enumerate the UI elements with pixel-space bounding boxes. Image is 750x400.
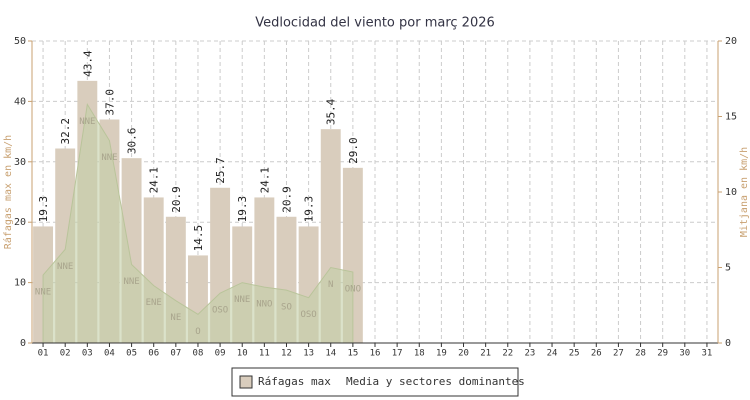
y-tick-label: 40 [14, 96, 26, 107]
x-tick-label: 04 [104, 349, 115, 359]
value-label: 19.3 [236, 196, 249, 223]
direction-label: OSO [300, 310, 316, 320]
value-label: 19.3 [37, 196, 50, 223]
x-tick-label: 23 [524, 349, 535, 359]
y-tick-label: 20 [14, 217, 26, 228]
x-tick-label: 31 [702, 349, 713, 359]
direction-label: O [195, 327, 200, 337]
y-tick-label: 10 [14, 278, 26, 289]
value-label: 14.5 [192, 225, 205, 252]
x-tick-label: 09 [215, 349, 226, 359]
x-tick-label: 11 [259, 349, 270, 359]
direction-label: ONO [345, 285, 361, 295]
value-label: 35.4 [325, 98, 338, 125]
direction-label: NE [170, 313, 181, 323]
x-tick-label: 06 [148, 349, 159, 359]
direction-label: OSO [212, 306, 228, 316]
x-tick-label: 18 [414, 349, 425, 359]
y2-tick-label: 0 [725, 338, 731, 349]
x-tick-label: 27 [613, 349, 624, 359]
direction-label: N [328, 280, 333, 290]
x-tick-label: 30 [679, 349, 690, 359]
x-tick-label: 05 [126, 349, 137, 359]
x-tick-label: 16 [370, 349, 381, 359]
direction-label: NNE [57, 262, 73, 272]
value-label: 29.0 [347, 137, 360, 164]
y2-tick-label: 10 [725, 187, 737, 198]
direction-label: NNE [101, 153, 117, 163]
legend-swatch [239, 375, 253, 389]
value-label: 30.6 [126, 128, 139, 155]
value-label: 19.3 [303, 196, 316, 223]
x-tick-label: 20 [458, 349, 469, 359]
value-label: 25.7 [214, 157, 227, 184]
x-tick-label: 24 [547, 349, 558, 359]
y-tick-label: 0 [20, 338, 26, 349]
x-tick-label: 10 [237, 349, 248, 359]
x-tick-label: 08 [193, 349, 204, 359]
value-label: 32.2 [59, 118, 72, 145]
x-tick-label: 26 [591, 349, 602, 359]
y2-tick-label: 20 [725, 36, 737, 47]
x-tick-label: 21 [480, 349, 491, 359]
y2-tick-label: 15 [725, 112, 737, 123]
x-tick-label: 13 [303, 349, 314, 359]
x-tick-label: 01 [38, 349, 49, 359]
x-tick-label: 07 [170, 349, 181, 359]
direction-label: ENE [146, 298, 162, 308]
y-tick-label: 50 [14, 36, 26, 47]
x-tick-label: 15 [347, 349, 358, 359]
x-tick-label: 28 [635, 349, 646, 359]
y2-axis-label: Mitjana en km/h [739, 147, 750, 237]
x-tick-label: 03 [82, 349, 93, 359]
y-tick-label: 30 [14, 157, 26, 168]
y-axis-label: Ráfagas max en km/h [2, 135, 14, 249]
y2-tick-label: 5 [725, 263, 731, 274]
mean-area [42, 102, 354, 344]
direction-label: SO [281, 303, 292, 313]
legend-label: Ráfagas max [258, 375, 331, 388]
legend-box [231, 367, 519, 397]
value-label: 43.4 [81, 50, 94, 77]
x-tick-label: 22 [502, 349, 513, 359]
value-label: 20.9 [280, 186, 293, 213]
x-tick-label: 12 [281, 349, 292, 359]
legend-label: Media y sectores dominantes [346, 375, 525, 388]
direction-label: NNO [256, 300, 272, 310]
x-tick-label: 02 [60, 349, 71, 359]
x-tick-label: 29 [657, 349, 668, 359]
direction-label: NNE [234, 295, 250, 305]
value-label: 37.0 [103, 89, 116, 116]
direction-label: NNE [35, 288, 51, 298]
value-label: 24.1 [258, 167, 271, 194]
value-label: 24.1 [148, 167, 161, 194]
value-label: 20.9 [170, 186, 183, 213]
direction-label: NNE [79, 117, 95, 127]
x-tick-label: 17 [392, 349, 403, 359]
x-tick-label: 14 [325, 349, 336, 359]
x-tick-label: 25 [569, 349, 580, 359]
chart-title: Vedlocidad del viento por març 2026 [255, 16, 495, 31]
direction-label: NNE [123, 277, 139, 287]
x-tick-label: 19 [436, 349, 447, 359]
